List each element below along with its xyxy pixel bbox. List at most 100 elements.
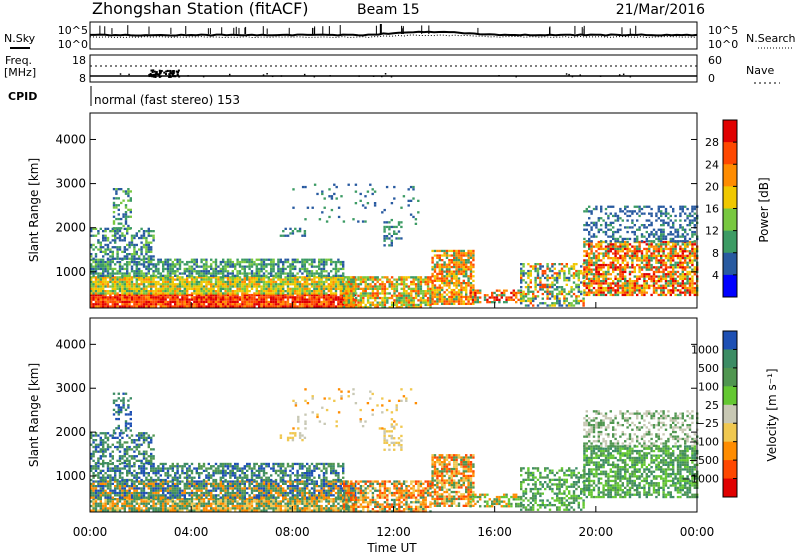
echo-cell: [140, 305, 143, 308]
echo-cell: [243, 280, 246, 284]
echo-cell: [636, 250, 639, 253]
echo-cell: [645, 259, 648, 262]
echo-cell: [352, 280, 355, 284]
echo-cell: [510, 298, 513, 301]
echo-cell: [597, 277, 600, 280]
echo-cell: [106, 303, 110, 306]
echo-cell: [325, 303, 328, 306]
echo-cell: [371, 188, 374, 191]
echo-cell: [476, 296, 479, 299]
echo-cell: [207, 293, 210, 297]
echo-cell: [640, 207, 644, 211]
echo-cell: [645, 280, 648, 283]
echo-cell: [597, 245, 600, 248]
echo-cell: [277, 267, 280, 271]
echo-cell: [556, 272, 559, 275]
echo-cell: [657, 243, 660, 246]
echo-cell: [157, 293, 160, 297]
echo-cell: [681, 250, 684, 253]
echo-cell: [176, 285, 179, 288]
freq-scatter-marks: [119, 69, 632, 78]
echo-cell: [308, 296, 311, 299]
echo-cell: [116, 507, 119, 510]
echo-cell: [282, 280, 285, 284]
echo-cell: [291, 272, 294, 275]
echo-cell: [116, 278, 119, 281]
echo-cell: [303, 293, 306, 297]
echo-cell: [236, 303, 239, 306]
echo-cell: [114, 239, 117, 242]
echo-cell: [190, 260, 194, 264]
echo-cell: [262, 258, 266, 261]
echo-cell: [450, 272, 453, 276]
echo-cell: [448, 295, 451, 299]
echo-cell: [121, 502, 124, 505]
echo-cell: [650, 254, 653, 257]
echo-cell: [520, 276, 523, 280]
echo-cell: [633, 245, 636, 248]
echo-cell: [176, 298, 179, 301]
echo-cell: [693, 254, 696, 257]
echo-cell: [145, 253, 148, 256]
echo-cell: [643, 273, 646, 276]
echo-cell: [378, 285, 382, 288]
echo-cell: [679, 257, 682, 260]
echo-cell: [532, 290, 535, 293]
echo-cell: [474, 289, 477, 292]
echo-cell: [222, 274, 225, 277]
echo-cell: [102, 285, 105, 288]
echo-cell: [664, 273, 668, 276]
echo-cell: [679, 247, 682, 251]
echo-cell: [460, 288, 463, 292]
echo-cell: [357, 285, 360, 288]
echo-cell: [483, 298, 487, 301]
echo-cell: [679, 261, 682, 264]
echo-cell: [347, 303, 351, 307]
echo-cell: [270, 285, 273, 288]
echo-cell: [366, 287, 370, 290]
echo-cell: [558, 286, 561, 289]
echo-cell: [342, 276, 345, 279]
echo-cell: [162, 278, 165, 281]
echo-cell: [176, 278, 179, 281]
echo-cell: [154, 263, 158, 266]
echo-cell: [219, 298, 222, 301]
echo-cell: [520, 269, 523, 273]
echo-cell: [614, 259, 617, 262]
echo-cell: [92, 296, 95, 299]
echo-cell: [133, 272, 136, 275]
echo-cell: [109, 292, 112, 295]
echo-cell: [532, 267, 535, 270]
echo-cell: [109, 285, 112, 288]
echo-cell: [104, 504, 107, 508]
echo-cell: [357, 306, 360, 309]
echo-cell: [313, 260, 316, 264]
echo-cell: [162, 260, 165, 264]
echo-cell: [154, 293, 158, 297]
echo-cell: [657, 270, 660, 274]
echo-cell: [138, 292, 141, 295]
echo-cell: [157, 270, 160, 273]
echo-cell: [178, 290, 182, 293]
echo-cell: [322, 267, 326, 271]
echo-cell: [135, 285, 138, 288]
echo-cell: [104, 292, 107, 295]
echo-cell: [126, 293, 129, 297]
echo-cell: [178, 272, 182, 275]
echo-cell: [205, 276, 208, 279]
echo-cell: [294, 287, 297, 290]
echo-cell: [140, 241, 143, 244]
echo-cell: [426, 276, 430, 279]
echo-cell: [128, 274, 131, 277]
echo-cell: [306, 287, 309, 290]
echo-cell: [102, 260, 105, 264]
echo-cell: [672, 221, 675, 224]
echo-cell: [140, 253, 143, 256]
echo-cell: [186, 293, 189, 297]
echo-cell: [453, 265, 456, 269]
echo-cell: [612, 282, 615, 285]
echo-cell: [474, 301, 477, 304]
echo-cell: [364, 220, 367, 223]
echo-cell: [104, 270, 107, 273]
echo-cell: [667, 233, 670, 236]
